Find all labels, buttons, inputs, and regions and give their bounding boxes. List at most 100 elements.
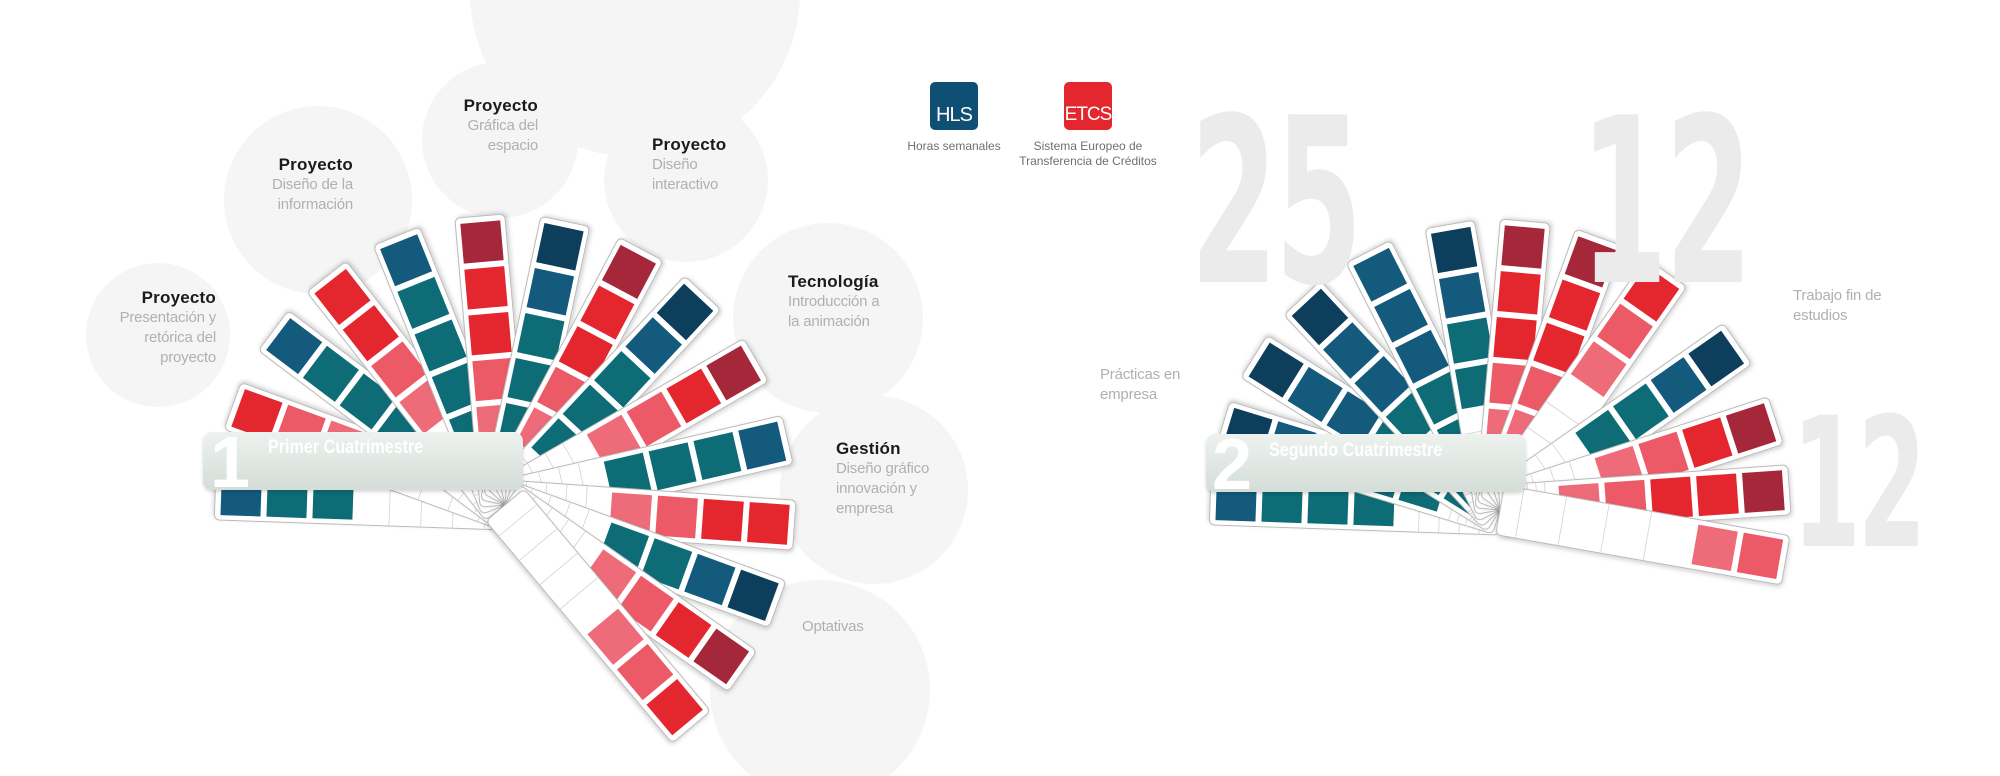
subject-bubble	[224, 106, 412, 294]
color-swatch	[526, 268, 575, 316]
color-swatch	[727, 569, 779, 621]
color-swatch	[1650, 357, 1707, 413]
subject-line: innovación y	[836, 480, 917, 497]
color-swatch	[684, 553, 736, 606]
color-swatch	[1446, 317, 1494, 364]
color-swatch	[648, 442, 697, 491]
color-swatch	[517, 313, 565, 361]
color-swatch	[1323, 322, 1380, 379]
etcs-legend-text: Sistema Europeo de Transferencia de Créd…	[1010, 139, 1166, 169]
color-swatch	[302, 345, 359, 402]
color-swatch	[1353, 247, 1408, 302]
etcs-legend-badge: ETCS	[1064, 82, 1112, 130]
color-swatch	[1307, 483, 1349, 525]
color-swatch	[646, 679, 703, 736]
color-swatch	[371, 341, 428, 398]
color-swatch	[701, 498, 744, 542]
subject-line: Diseño	[652, 156, 698, 173]
color-swatch	[1374, 288, 1428, 343]
subject-label-presentacion: Proyecto Presentación y retórica del pro…	[66, 288, 217, 368]
color-swatch	[625, 317, 682, 374]
color-swatch	[747, 502, 790, 545]
color-swatch	[314, 268, 371, 326]
first-semester-number: 1	[210, 423, 251, 503]
subject-bubble	[86, 263, 230, 407]
color-swatch	[460, 220, 504, 264]
color-swatch	[1638, 431, 1689, 483]
color-swatch	[1395, 329, 1449, 384]
subject-title: Gestión	[836, 439, 901, 458]
subject-line: información	[277, 196, 354, 213]
subject-label-gestion: Gestión Diseño gráfico innovación y empr…	[836, 439, 986, 519]
color-swatch	[1688, 330, 1745, 387]
first-semester-banner	[203, 432, 523, 490]
big-number-etcs-bottom: 12	[1792, 380, 1926, 589]
subject-title: Tecnología	[788, 272, 879, 291]
color-swatch	[1533, 322, 1585, 375]
color-swatch	[1548, 279, 1601, 331]
label-line: empresa	[1100, 386, 1157, 403]
subject-title: Proyecto	[141, 288, 216, 307]
color-swatch	[1696, 473, 1739, 517]
color-swatch	[1354, 355, 1411, 413]
color-swatch	[601, 244, 656, 299]
subject-label-interactivo: Proyecto Diseño interactivo	[652, 135, 802, 195]
label-practicas: Prácticas en empresa	[1100, 365, 1250, 405]
hls-legend-badge: HLS	[930, 82, 978, 130]
color-swatch	[536, 223, 584, 271]
color-swatch	[738, 421, 787, 470]
big-number-hls: 25	[1190, 70, 1363, 337]
color-swatch	[1691, 524, 1738, 572]
color-swatch	[594, 350, 651, 408]
color-swatch	[587, 608, 644, 665]
color-swatch	[655, 602, 712, 658]
second-semester-title: Segundo Cuatrimestre	[1269, 440, 1443, 461]
subject-label-optativas: Optativas	[802, 617, 952, 637]
color-swatch	[342, 305, 399, 362]
label-line: Trabajo fin de	[1793, 287, 1882, 304]
color-swatch	[616, 643, 674, 701]
color-swatch	[1725, 403, 1777, 454]
first-semester-title: Primer Cuatrimestre	[268, 437, 424, 458]
color-swatch	[1597, 303, 1653, 360]
color-swatch	[1564, 236, 1616, 288]
subject-line: espacio	[487, 137, 539, 154]
second-semester-number: 2	[1212, 425, 1253, 505]
color-swatch	[1613, 383, 1669, 440]
swatch-card	[1495, 485, 1790, 585]
color-swatch	[468, 311, 512, 356]
subject-line: Gráfica del	[467, 117, 539, 134]
subject-line: empresa	[836, 500, 893, 517]
label-line: estudios	[1793, 307, 1848, 324]
color-swatch	[1291, 288, 1349, 346]
color-swatch	[231, 389, 283, 441]
subject-line: Diseño gráfico	[836, 460, 930, 477]
subject-title: Proyecto	[652, 135, 727, 154]
second-semester-banner	[1206, 434, 1526, 492]
color-swatch	[1438, 272, 1486, 319]
color-swatch	[464, 266, 508, 310]
color-swatch	[1501, 225, 1545, 269]
subject-line: Optativas	[802, 618, 864, 635]
color-swatch	[1493, 316, 1537, 361]
color-swatch	[1497, 271, 1541, 315]
etcs-desc-line-1: Sistema Europeo de	[1033, 139, 1143, 153]
subject-bubble	[470, 0, 800, 157]
color-swatch	[656, 283, 714, 341]
subject-label-tecnologia: Tecnología Introducción a la animación	[788, 272, 938, 332]
hls-legend-text: Horas semanales	[907, 139, 1001, 153]
color-swatch	[1287, 366, 1343, 423]
color-swatch	[1650, 476, 1693, 520]
color-swatch	[266, 318, 323, 375]
subject-line: Introducción a	[788, 293, 880, 310]
label-trabajo-fin: Trabajo fin de estudios	[1793, 286, 1943, 326]
color-swatch	[693, 431, 742, 480]
subject-label-informacion: Proyecto Diseño de la información	[200, 155, 353, 215]
subject-bubble	[733, 223, 923, 413]
color-swatch	[666, 368, 722, 424]
subject-title: Proyecto	[463, 96, 538, 115]
subject-line: la animación	[788, 313, 870, 330]
subject-bubbles	[86, 0, 968, 776]
etcs-desc-line-2: Transferencia de Créditos	[1019, 154, 1157, 168]
color-swatch	[414, 319, 467, 372]
